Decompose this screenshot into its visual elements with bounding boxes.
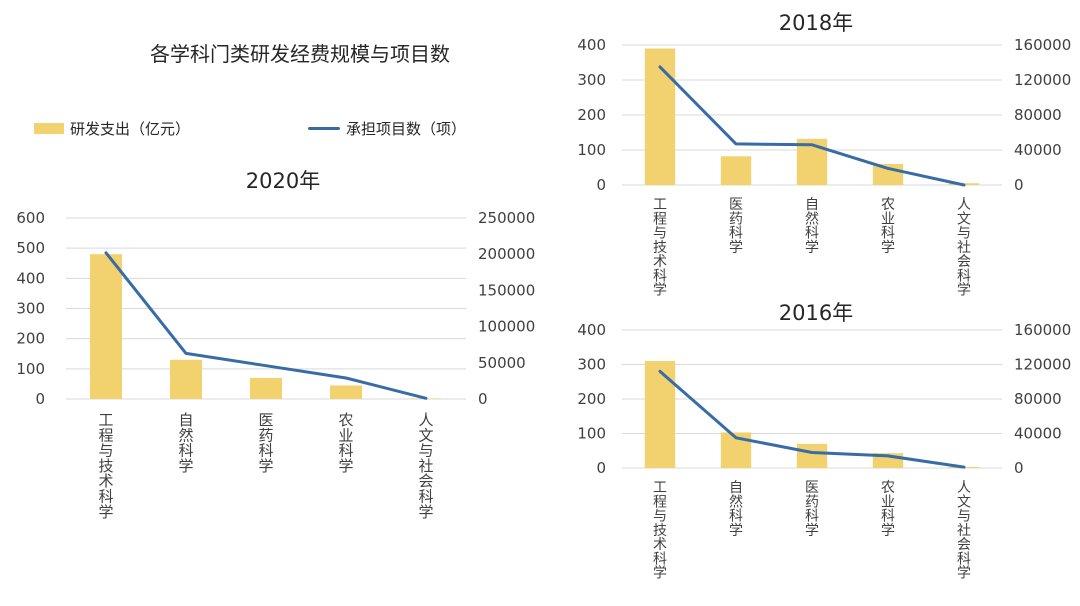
right-tick-label: 80000	[1014, 106, 1062, 124]
category-label: 自然科学	[729, 480, 743, 539]
category-label: 工程与技术科学	[653, 197, 667, 299]
category-label: 农业科学	[881, 480, 895, 539]
legend-line-label: 承担项目数（项）	[346, 120, 467, 138]
category-label: 医药科学	[258, 411, 273, 475]
right-tick-label: 250000	[478, 209, 535, 227]
right-tick-label: 100000	[478, 318, 535, 336]
bar	[720, 156, 752, 185]
left-tick-label: 0	[596, 176, 606, 194]
legend-line-swatch	[308, 127, 340, 130]
left-tick-label: 600	[16, 209, 45, 227]
category-label: 工程与技术科学	[98, 411, 113, 521]
bar	[330, 385, 362, 399]
category-label: 农业科学	[338, 411, 353, 475]
right-tick-label: 160000	[1014, 36, 1071, 54]
left-tick-label: 200	[577, 390, 606, 408]
left-tick-label: 400	[577, 36, 606, 54]
left-tick-label: 500	[16, 239, 45, 257]
right-tick-label: 0	[478, 390, 488, 408]
legend-item-line: 承担项目数（项）	[308, 118, 466, 139]
left-tick-label: 100	[577, 141, 606, 159]
left-tick-label: 100	[577, 425, 606, 443]
bar	[250, 377, 282, 399]
line-series	[658, 369, 966, 469]
category-label: 医药科学	[729, 197, 743, 256]
main-title: 各学科门类研发经费规模与项目数	[150, 42, 450, 66]
category-label: 人文与社会科学	[957, 197, 971, 299]
left-tick-label: 300	[577, 71, 606, 89]
left-tick-label: 0	[35, 390, 45, 408]
legend-item-bar: 研发支出（亿元）	[34, 118, 190, 139]
right-tick-label: 80000	[1014, 390, 1062, 408]
right-tick-label: 120000	[1014, 71, 1071, 89]
bar	[90, 254, 122, 399]
right-tick-label: 40000	[1014, 141, 1062, 159]
bar	[796, 443, 828, 468]
left-tick-label: 100	[16, 360, 45, 378]
bar	[644, 361, 676, 468]
left-tick-label: 200	[577, 106, 606, 124]
right-tick-label: 120000	[1014, 356, 1071, 374]
right-tick-label: 160000	[1014, 321, 1071, 339]
legend-bar-label: 研发支出（亿元）	[70, 120, 191, 138]
bar	[644, 48, 676, 185]
right-tick-label: 0	[1014, 459, 1024, 477]
left-tick-label: 400	[577, 321, 606, 339]
left-tick-label: 300	[577, 356, 606, 374]
category-label: 医药科学	[805, 480, 819, 539]
legend-bar-swatch	[34, 123, 64, 134]
chart-title: 2016年	[779, 301, 853, 325]
right-tick-label: 200000	[478, 245, 535, 263]
category-label: 人文与社会科学	[957, 480, 971, 582]
category-label: 人文与社会科学	[418, 411, 433, 521]
right-tick-label: 40000	[1014, 425, 1062, 443]
left-tick-label: 0	[596, 459, 606, 477]
category-label: 自然科学	[178, 411, 193, 475]
right-tick-label: 150000	[478, 281, 535, 299]
right-tick-label: 50000	[478, 354, 526, 372]
category-label: 工程与技术科学	[653, 480, 667, 582]
category-label: 农业科学	[881, 197, 895, 256]
chart-title: 2020年	[246, 169, 320, 193]
chart-title: 2018年	[779, 11, 853, 35]
right-tick-label: 0	[1014, 176, 1024, 194]
left-tick-label: 200	[16, 330, 45, 348]
left-tick-label: 300	[16, 300, 45, 318]
left-tick-label: 400	[16, 269, 45, 287]
category-label: 自然科学	[805, 197, 819, 256]
bar	[170, 359, 202, 399]
